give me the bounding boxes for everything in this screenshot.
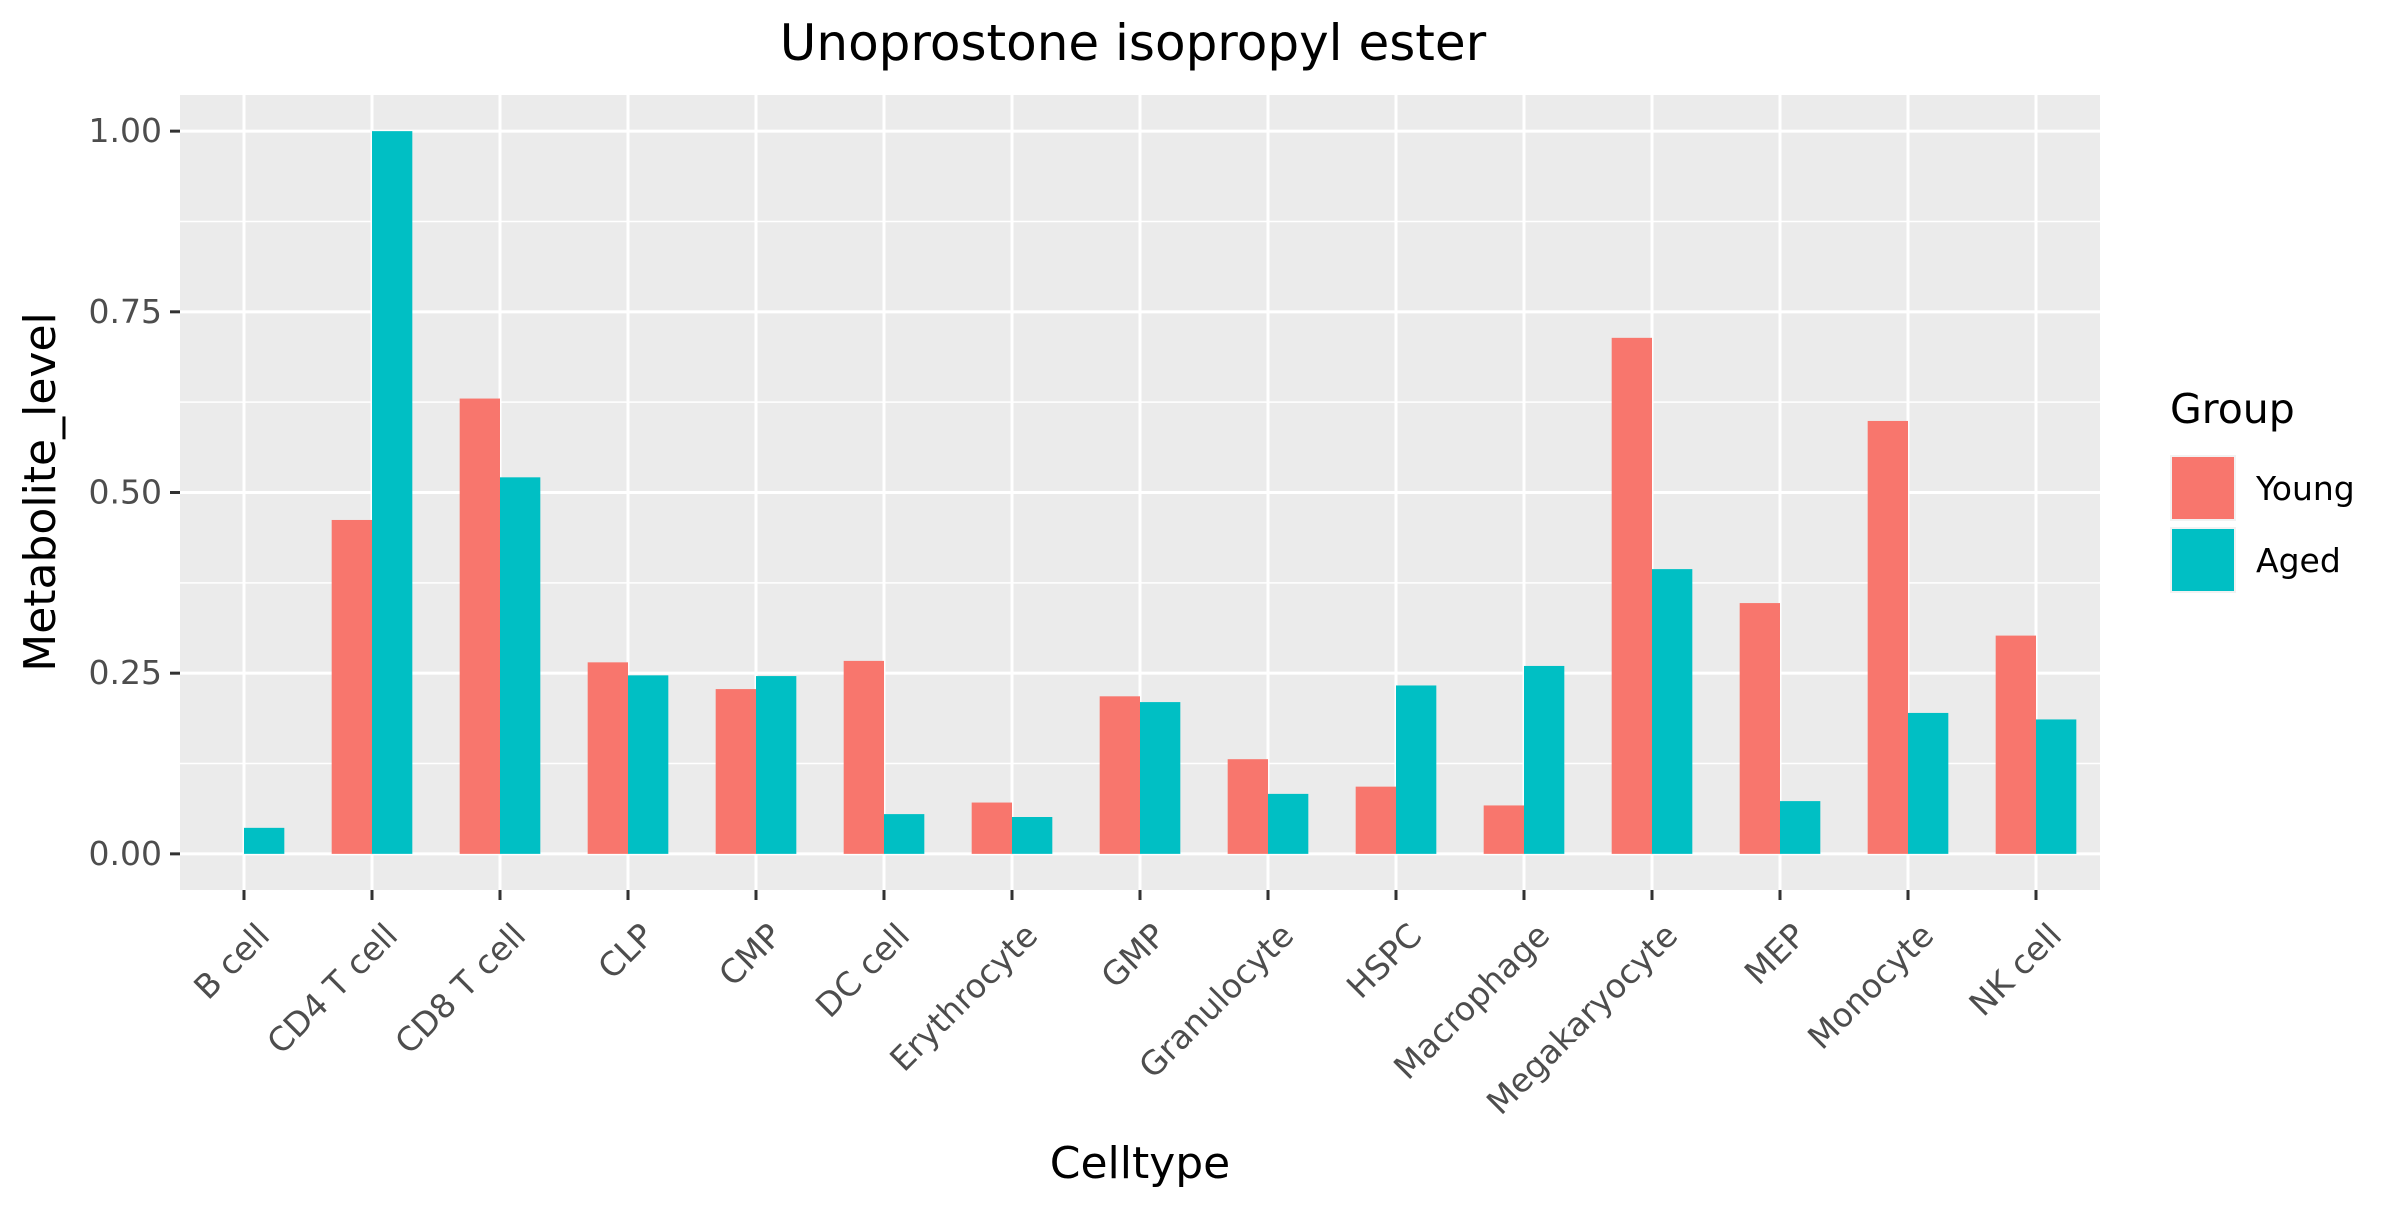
bar-aged-erythrocyte <box>1012 817 1052 854</box>
bar-young-mep <box>1740 603 1780 854</box>
x-tick-label: CLP <box>590 916 661 987</box>
bar-aged-mep <box>1780 801 1820 854</box>
bar-young-erythrocyte <box>972 803 1012 854</box>
y-tick-label: 0.75 <box>89 292 162 331</box>
legend: Group Young Aged <box>2170 385 2355 593</box>
legend-title: Group <box>2170 385 2295 433</box>
bar-young-hspc <box>1356 787 1396 854</box>
legend-swatch-aged <box>2172 529 2234 591</box>
bar-young-monocyte <box>1868 421 1908 854</box>
y-tick-label: 0.25 <box>89 653 162 692</box>
x-tick-label: CMP <box>711 916 789 994</box>
bar-young-cd4-t-cell <box>332 520 372 854</box>
bar-aged-granulocyte <box>1268 794 1308 854</box>
bar-aged-cd8-t-cell <box>500 477 540 854</box>
bar-aged-cmp <box>756 676 796 854</box>
bar-young-cd8-t-cell <box>460 399 500 854</box>
bar-aged-hspc <box>1396 685 1436 853</box>
y-tick-label: 1.00 <box>89 111 162 150</box>
x-tick-label: HSPC <box>1339 916 1429 1006</box>
bar-young-megakaryocyte <box>1612 338 1652 854</box>
bar-aged-macrophage <box>1524 666 1564 854</box>
bar-aged-b-cell <box>244 828 284 854</box>
bar-aged-cd4-t-cell <box>372 131 412 854</box>
bar-young-cmp <box>716 689 756 854</box>
x-tick-label: Monocyte <box>1800 916 1941 1057</box>
bar-young-gmp <box>1100 696 1140 854</box>
x-tick-label: MEP <box>1737 916 1814 993</box>
bar-young-clp <box>588 662 628 854</box>
bar-aged-clp <box>628 675 668 854</box>
bar-young-dc-cell <box>844 661 884 854</box>
x-tick-label: NK cell <box>1961 916 2069 1024</box>
y-axis-title: Metabolite_level <box>15 312 66 672</box>
legend-label-young: Young <box>2255 469 2355 508</box>
bar-aged-megakaryocyte <box>1652 569 1692 854</box>
bar-aged-dc-cell <box>884 814 924 854</box>
legend-label-aged: Aged <box>2256 541 2341 580</box>
bar-aged-monocyte <box>1908 713 1948 854</box>
bar-aged-gmp <box>1140 702 1180 854</box>
x-tick-label: DC cell <box>808 916 917 1025</box>
x-tick-label: CD8 T cell <box>387 916 533 1062</box>
x-tick-label: GMP <box>1093 916 1173 996</box>
y-axis: 0.00 0.25 0.50 0.75 1.00 <box>89 111 180 873</box>
x-tick-label: CD4 T cell <box>259 916 405 1062</box>
bar-young-granulocyte <box>1228 759 1268 854</box>
chart-title: Unoprostone isopropyl ester <box>780 14 1487 72</box>
y-tick-label: 0.50 <box>89 473 162 512</box>
legend-swatch-young <box>2172 457 2234 519</box>
bar-young-nk-cell <box>1996 636 2036 854</box>
bar-young-macrophage <box>1484 805 1524 853</box>
bar-aged-nk-cell <box>2036 719 2076 853</box>
x-tick-label: B cell <box>186 916 277 1007</box>
x-axis-title: Celltype <box>1050 1138 1231 1189</box>
y-tick-label: 0.00 <box>89 834 162 873</box>
